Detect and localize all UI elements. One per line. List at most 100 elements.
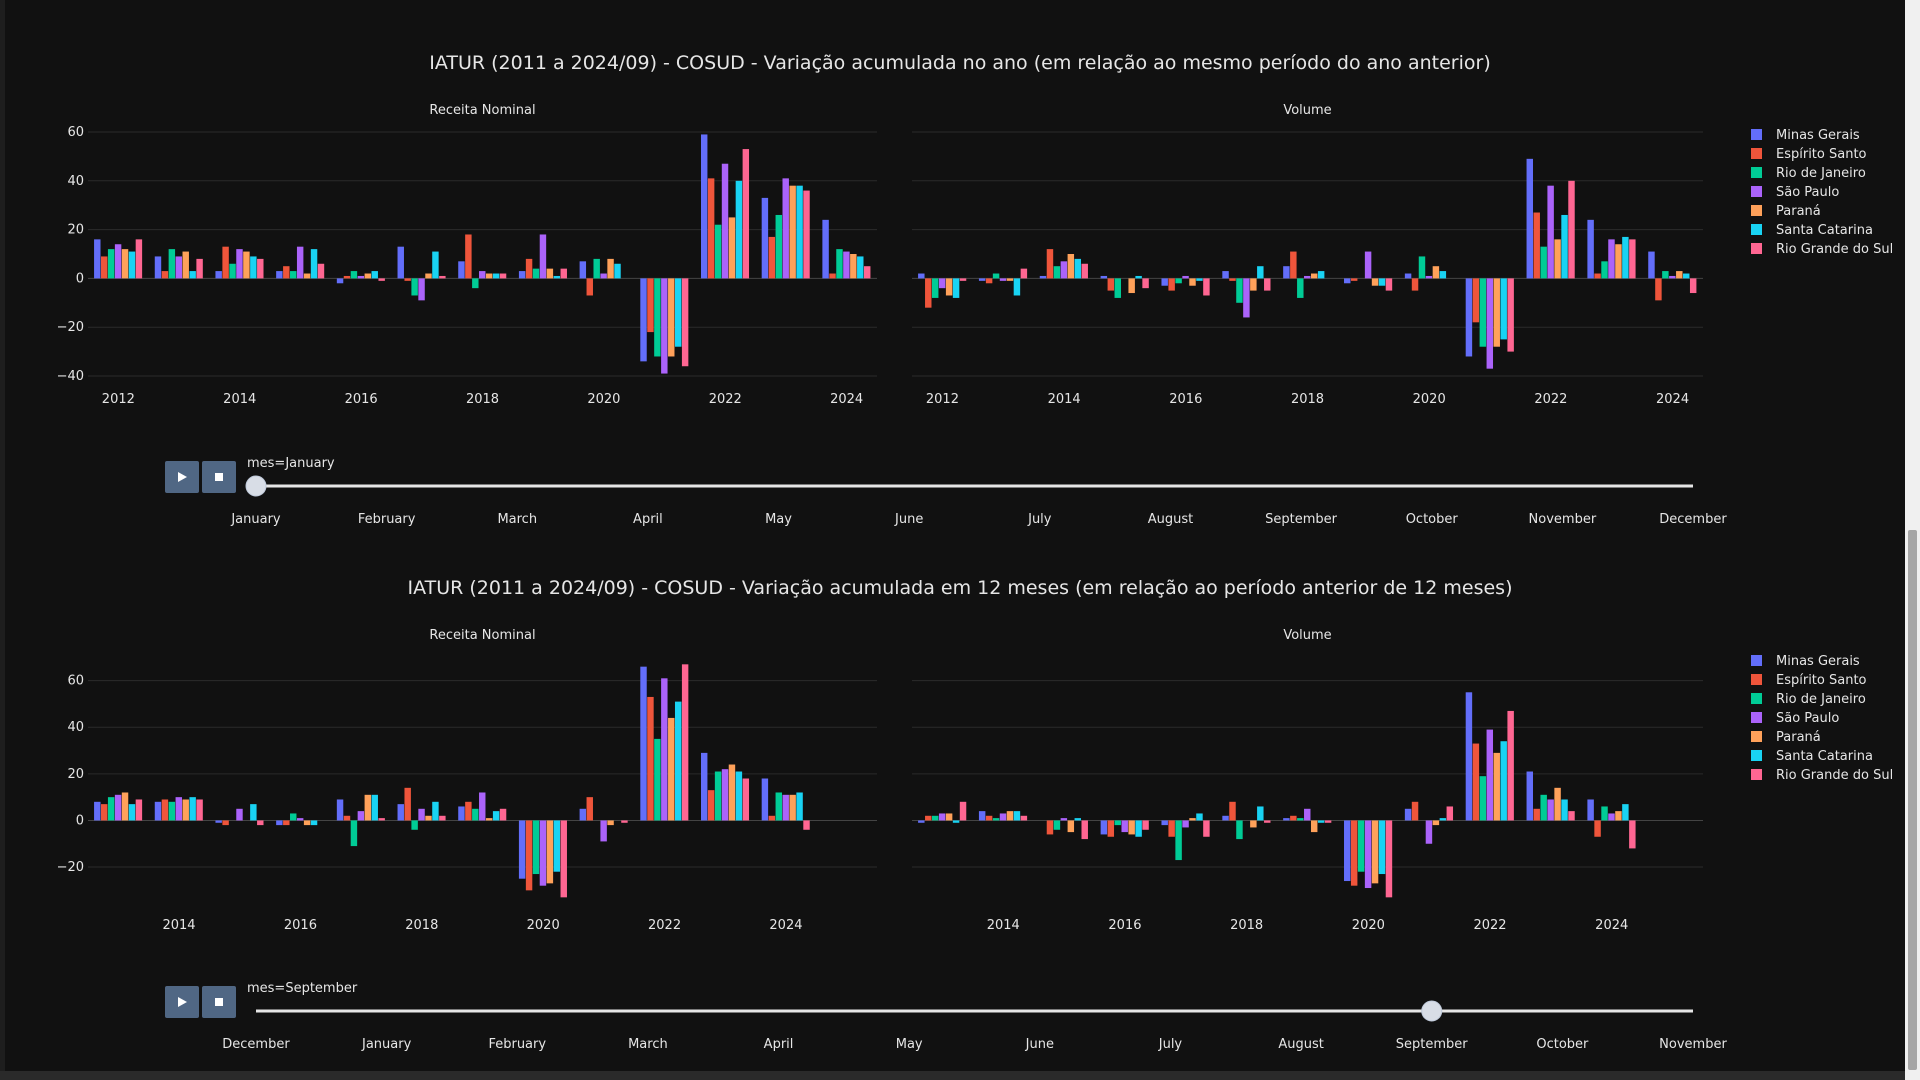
bar xyxy=(607,820,614,826)
bar xyxy=(945,278,953,296)
legend-swatch[interactable] xyxy=(1751,655,1762,666)
bar xyxy=(775,214,782,279)
slider-step-label[interactable]: July xyxy=(1158,1037,1183,1052)
legend-swatch[interactable] xyxy=(1751,129,1762,140)
bar xyxy=(1264,278,1271,291)
legend-swatch[interactable] xyxy=(1751,674,1762,685)
slider-step-label[interactable]: September xyxy=(1265,512,1338,527)
bar xyxy=(959,801,967,821)
legend-swatch[interactable] xyxy=(1751,712,1762,723)
bar xyxy=(492,811,500,821)
bar xyxy=(742,149,750,279)
bar xyxy=(196,258,203,279)
bar xyxy=(196,799,203,821)
bar xyxy=(714,771,722,821)
slider-step-label[interactable]: October xyxy=(1406,512,1459,527)
bar xyxy=(1168,820,1175,837)
slider-step-label[interactable]: March xyxy=(497,512,537,527)
bar xyxy=(925,815,932,821)
bar xyxy=(479,792,486,821)
slider-thumb[interactable] xyxy=(245,475,267,497)
bar xyxy=(296,818,304,821)
bar xyxy=(1378,278,1386,286)
bar xyxy=(1507,278,1514,352)
slider-step-label[interactable]: April xyxy=(764,1037,794,1052)
legend-item-label[interactable]: Minas Gerais xyxy=(1776,128,1860,143)
bar xyxy=(728,217,736,279)
bar xyxy=(1310,820,1318,833)
bar xyxy=(1594,273,1601,279)
legend-swatch[interactable] xyxy=(1751,243,1762,254)
legend-item-label[interactable]: Rio Grande do Sul xyxy=(1776,242,1893,257)
bar xyxy=(404,787,411,821)
slider-step-label[interactable]: August xyxy=(1148,512,1194,527)
bar xyxy=(546,268,554,279)
slider-step-label[interactable]: February xyxy=(488,1037,546,1052)
bar xyxy=(1439,818,1447,821)
legend-item-label[interactable]: Minas Gerais xyxy=(1776,654,1860,669)
bar xyxy=(222,820,229,826)
slider-step-label[interactable]: January xyxy=(230,512,281,527)
bar xyxy=(1350,820,1358,886)
slider-step-label[interactable]: December xyxy=(1659,512,1727,527)
legend-item-label[interactable]: Rio de Janeiro xyxy=(1776,166,1866,181)
legend-item-label[interactable]: Santa Catarina xyxy=(1776,223,1873,238)
slider-step-label[interactable]: February xyxy=(358,512,416,527)
slider-step-label[interactable]: January xyxy=(361,1037,412,1052)
slider-step-label[interactable]: November xyxy=(1659,1037,1727,1052)
legend-swatch[interactable] xyxy=(1751,731,1762,742)
legend-swatch[interactable] xyxy=(1751,693,1762,704)
bar xyxy=(121,792,129,821)
slider-step-label[interactable]: July xyxy=(1027,512,1052,527)
slider-step-label[interactable]: May xyxy=(765,512,792,527)
legend-item-label[interactable]: São Paulo xyxy=(1776,711,1839,726)
bar xyxy=(1385,278,1393,291)
bar xyxy=(257,820,264,826)
bar xyxy=(432,801,439,821)
legend-item-label[interactable]: Espírito Santo xyxy=(1776,673,1867,688)
bar xyxy=(465,234,472,279)
legend-swatch[interactable] xyxy=(1751,186,1762,197)
bar xyxy=(674,701,682,821)
legend-item-label[interactable]: São Paulo xyxy=(1776,185,1839,200)
bar xyxy=(1182,275,1189,279)
slider-step-label[interactable]: May xyxy=(896,1037,923,1052)
bar xyxy=(439,275,446,279)
legend-item-label[interactable]: Paraná xyxy=(1776,204,1821,219)
bar xyxy=(553,275,561,279)
legend-item-label[interactable]: Rio de Janeiro xyxy=(1776,692,1866,707)
bar xyxy=(1404,273,1412,279)
legend-swatch[interactable] xyxy=(1751,224,1762,235)
bar xyxy=(553,820,561,872)
slider-step-label[interactable]: April xyxy=(633,512,663,527)
legend-item-label[interactable]: Paraná xyxy=(1776,730,1821,745)
slider-step-label[interactable]: March xyxy=(628,1037,668,1052)
slider-step-label[interactable]: December xyxy=(222,1037,290,1052)
page-scrollbar[interactable] xyxy=(1905,0,1920,1080)
legend-swatch[interactable] xyxy=(1751,205,1762,216)
legend-swatch[interactable] xyxy=(1751,148,1762,159)
slider-step-label[interactable]: August xyxy=(1278,1037,1324,1052)
bar xyxy=(850,254,857,279)
slider-step-label[interactable]: June xyxy=(894,512,923,527)
legend-item-label[interactable]: Santa Catarina xyxy=(1776,749,1873,764)
x-tick-label: 2014 xyxy=(987,918,1020,933)
slider-step-label[interactable]: September xyxy=(1396,1037,1469,1052)
slider-step-label[interactable]: June xyxy=(1025,1037,1054,1052)
slider-step-label[interactable]: October xyxy=(1536,1037,1589,1052)
bar xyxy=(863,266,871,279)
legend-swatch[interactable] xyxy=(1751,167,1762,178)
slider-thumb[interactable] xyxy=(1421,1000,1443,1022)
bar xyxy=(857,256,864,279)
bar xyxy=(1189,818,1196,821)
scrollbar-thumb[interactable] xyxy=(1908,530,1917,1070)
y-tick-label: 0 xyxy=(76,813,84,828)
bar xyxy=(607,258,614,279)
bar xyxy=(668,717,675,821)
legend-swatch[interactable] xyxy=(1751,769,1762,780)
slider-step-label[interactable]: November xyxy=(1529,512,1597,527)
legend-item-label[interactable]: Espírito Santo xyxy=(1776,147,1867,162)
bar xyxy=(1128,820,1135,835)
legend-item-label[interactable]: Rio Grande do Sul xyxy=(1776,768,1893,783)
legend-swatch[interactable] xyxy=(1751,750,1762,761)
